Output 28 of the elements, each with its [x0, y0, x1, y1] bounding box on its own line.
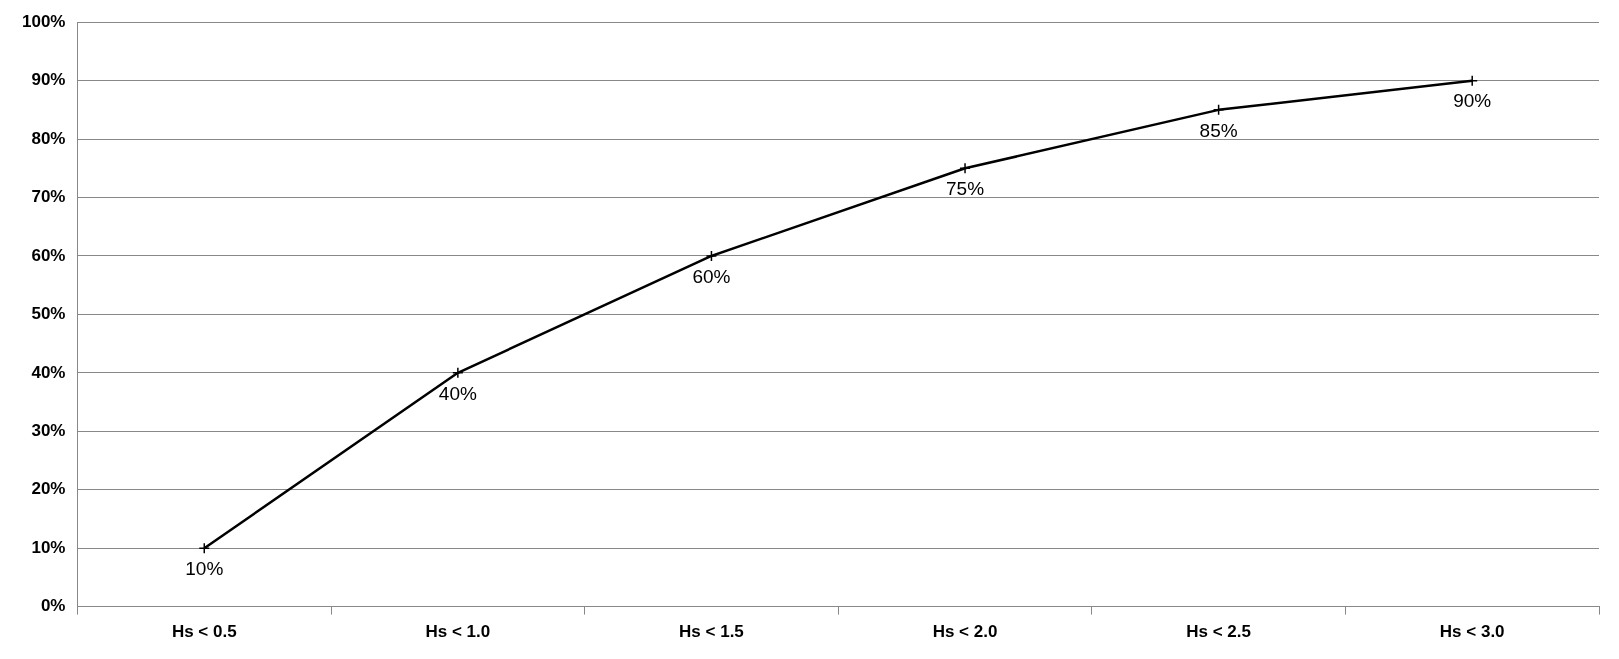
- point: [959, 162, 971, 175]
- y-tick-label: 40%: [31, 362, 66, 382]
- x-tick-label: Hs < 0.5: [171, 622, 237, 642]
- y-tick-label: 100%: [22, 11, 66, 31]
- data-label: 75%: [946, 178, 985, 200]
- y-tick-label: 60%: [31, 245, 66, 265]
- y-tick-label: 90%: [31, 70, 66, 90]
- point: [1212, 104, 1225, 116]
- data-label: 60%: [692, 265, 731, 287]
- y-tick-label: 30%: [31, 420, 66, 440]
- x-tick-label: Hs < 1.5: [679, 622, 744, 642]
- y-tick-label: 50%: [31, 304, 66, 324]
- point: [198, 542, 211, 554]
- x-tick-label: Hs < 3.0: [1439, 622, 1505, 642]
- y-tick-label: 70%: [31, 187, 66, 207]
- point: [452, 367, 464, 379]
- data-label: 90%: [1453, 90, 1492, 112]
- x-tick-label: Hs < 1.0: [425, 622, 491, 642]
- data-label: 10%: [185, 557, 224, 579]
- point: [705, 250, 718, 262]
- y-tick-label: 0%: [40, 596, 66, 616]
- x-tick-label: Hs < 2.0: [932, 622, 998, 642]
- data-label: 40%: [438, 382, 477, 404]
- y-tick-label: 10%: [31, 537, 66, 557]
- y-tick-label: 80%: [31, 128, 66, 148]
- data-label: 85%: [1199, 119, 1238, 141]
- y-tick-label: 20%: [31, 479, 66, 499]
- x-tick-label: Hs < 2.5: [1186, 622, 1251, 642]
